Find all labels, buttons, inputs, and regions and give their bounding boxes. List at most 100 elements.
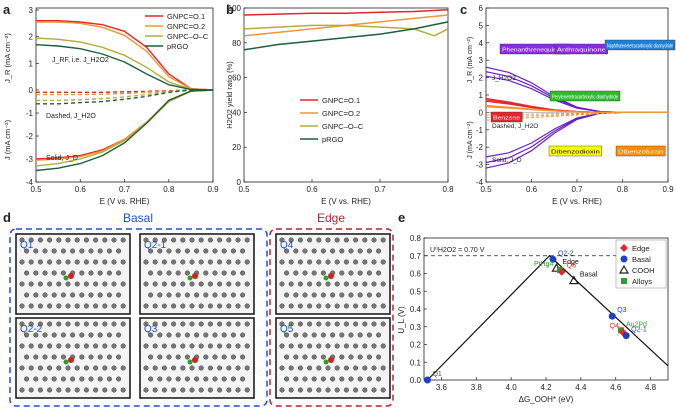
panel-d-carbon-atom <box>353 237 359 243</box>
panel-d-carbon-atom <box>288 303 294 309</box>
panel-d-carbon-atom <box>240 292 246 298</box>
panel-label-d: d <box>3 210 11 225</box>
panel-d-carbon-atom <box>70 248 76 254</box>
panel-d-oxygen-atom <box>328 273 334 279</box>
panel-d-carbon-atom <box>297 281 303 287</box>
panel-d-carbon-atom <box>380 343 386 349</box>
panel-d-carbon-atom <box>343 343 349 349</box>
panel-d-carbon-atom <box>325 259 331 265</box>
panel-a-legend-3-label: pRGO <box>167 42 188 51</box>
panel-e-x-tick-label: 4.8 <box>645 383 657 392</box>
panel-d-carbon-atom <box>161 237 167 243</box>
panel-d-carbon-atom <box>28 237 34 243</box>
panel-a-lower-y-tick-label: -4 <box>26 178 34 187</box>
panel-d-carbon-atom <box>74 343 80 349</box>
panel-c-molecule-box <box>615 145 666 157</box>
panel-d-carbon-atom <box>106 292 112 298</box>
panel-d-carbon-atom <box>212 270 218 276</box>
panel-d-carbon-atom <box>102 387 108 393</box>
panel-c-x-tick-label: 0.6 <box>526 185 538 194</box>
panel-d-carbon-atom <box>88 248 94 254</box>
panel-d-oxygen-atom <box>192 273 198 279</box>
panel-c-molecule-text: Naphthalenetetracarboxylic dianhydride <box>607 44 673 50</box>
panel-d-carbon-atom <box>180 321 186 327</box>
panel-c-y-tick-label: -2 <box>476 143 484 152</box>
panel-e-point-label-2: Edge <box>562 259 578 266</box>
panel-d-carbon-atom <box>325 387 331 393</box>
panel-e-y-tick-label: 0.6 <box>410 270 422 279</box>
panel-d-carbon-atom <box>37 237 43 243</box>
panel-d-carbon-atom <box>217 237 223 243</box>
panel-b-legend-2-label: GNPC–O–C <box>322 122 364 131</box>
panel-d-carbon-atom <box>198 281 204 287</box>
panel-d-carbon-atom <box>203 332 209 338</box>
panel-d-carbon-atom <box>307 237 313 243</box>
panel-d-carbon-atom <box>348 376 354 382</box>
panel-d-carbon-atom <box>293 354 299 360</box>
panel-d-carbon-atom <box>207 237 213 243</box>
panel-c-molecule-label-2: Naphthalenetetracarboxylic dianhydride <box>604 39 676 51</box>
panel-d-carbon-atom <box>362 259 368 265</box>
panel-d-carbon-atom <box>166 248 172 254</box>
panel-d-carbon-atom <box>152 259 158 265</box>
panel-d-hydrogen-atom <box>187 359 193 365</box>
panel-d-carbon-atom <box>37 387 43 393</box>
panel-e-point-4 <box>557 267 566 276</box>
panel-d-carbon-atom <box>152 365 158 371</box>
panel-d-carbon-atom <box>194 376 200 382</box>
panel-d-carbon-atom <box>65 237 71 243</box>
panel-d-carbon-atom <box>380 321 386 327</box>
panel-d-carbon-atom <box>325 303 331 309</box>
panel-d-carbon-atom <box>19 321 25 327</box>
panel-c-x-tick-label: 0.7 <box>571 185 583 194</box>
panel-d-carbon-atom <box>93 321 99 327</box>
panel-d-carbon-atom <box>106 354 112 360</box>
panel-d-carbon-atom <box>316 237 322 243</box>
panel-d-carbon-atom <box>79 248 85 254</box>
panel-e-point-label-6: Q3 <box>617 307 626 314</box>
panel-d-carbon-atom <box>198 343 204 349</box>
panel-d-carbon-atom <box>307 365 313 371</box>
panel-d-carbon-atom <box>56 343 62 349</box>
panel-c-line-2-1 <box>485 99 668 113</box>
panel-d-hydrogen-atom <box>323 275 329 281</box>
panel-b-legend-3-label: pRGO <box>322 135 343 144</box>
panel-c-y-tick-label: -1 <box>476 126 484 135</box>
panel-c-y-tick-label: 6 <box>479 4 484 13</box>
panel-d-carbon-atom <box>28 387 34 393</box>
panel-d-carbon-atom <box>60 292 66 298</box>
panel-d-carbon-atom <box>152 303 158 309</box>
panel-d-carbon-atom <box>157 354 163 360</box>
panel-d-carbon-atom <box>316 259 322 265</box>
panel-d-carbon-atom <box>226 387 232 393</box>
panel-d-carbon-atom <box>28 343 34 349</box>
panel-d-carbon-atom <box>120 237 126 243</box>
panel-d-carbon-atom <box>240 270 246 276</box>
panel-d-carbon-atom <box>284 248 290 254</box>
panel-d-carbon-atom <box>334 259 340 265</box>
panel-d-carbon-atom <box>348 248 354 254</box>
panel-d-carbon-atom <box>302 270 308 276</box>
panel-a-ring-line-0 <box>36 20 214 91</box>
panel-d-carbon-atom <box>226 237 232 243</box>
panel-e-y-tick-label: 0.7 <box>410 252 422 261</box>
panel-e-point-0 <box>423 376 431 384</box>
panel-a-xlabel: E (V vs. RHE) <box>100 197 150 206</box>
panel-d-carbon-atom <box>175 292 181 298</box>
panel-d-carbon-atom <box>244 237 250 243</box>
panel-d-carbon-atom <box>106 248 112 254</box>
panel-d-carbon-atom <box>180 281 186 287</box>
panel-d-carbon-atom <box>24 248 30 254</box>
panel-d-carbon-atom <box>339 248 345 254</box>
panel-d-carbon-atom <box>74 281 80 287</box>
panel-a-ring-line-3 <box>35 44 214 91</box>
panel-d-carbon-atom <box>244 321 250 327</box>
panel-b-x-tick-label: 0.6 <box>306 185 318 194</box>
panel-d-carbon-atom <box>235 387 241 393</box>
panel-c-y-tick-label: -4 <box>476 178 484 187</box>
panel-d-carbon-atom <box>371 259 377 265</box>
panel-d-carbon-atom <box>88 270 94 276</box>
panel-d-tile-label: Q2-1 <box>144 240 167 251</box>
panel-d-carbon-atom <box>203 292 209 298</box>
panel-d-carbon-atom <box>65 365 71 371</box>
